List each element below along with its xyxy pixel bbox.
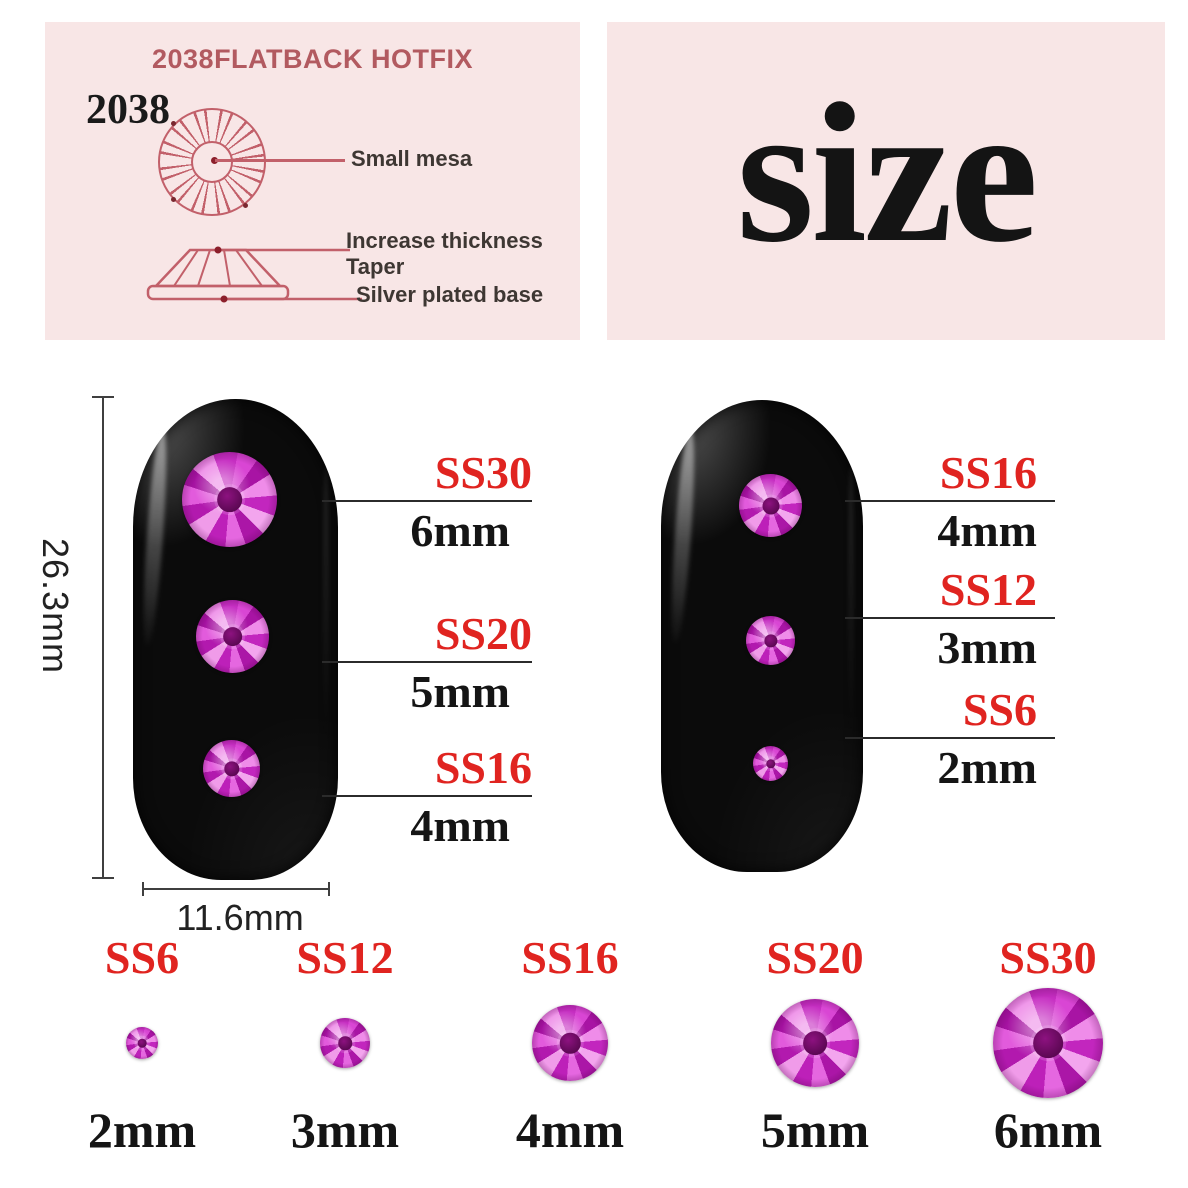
rhinestone-ss6	[126, 1027, 158, 1059]
stone-wrap	[759, 987, 871, 1099]
size-item-ss12: SS12 3mm	[260, 932, 430, 1158]
callout-line	[322, 795, 532, 797]
ss-code-label: SS20	[766, 932, 864, 983]
size-title: size	[736, 63, 1039, 284]
nail-width-label: 11.6mm	[176, 897, 304, 938]
small-mesa-label: Small mesa	[351, 146, 473, 171]
stone-wrap	[86, 987, 198, 1099]
ss-code-label: SS6	[104, 932, 180, 983]
mm-size-label: 3mm	[937, 622, 1037, 673]
rhinestone-ss30	[182, 452, 277, 547]
callout-line	[845, 617, 1055, 619]
base-point-dot	[220, 295, 228, 303]
size-item-ss20: SS20 5mm	[730, 932, 900, 1158]
rim-dot	[171, 121, 176, 126]
width-dimension-line	[143, 888, 330, 890]
height-dimension-line	[102, 397, 104, 879]
model-number: 2038	[86, 87, 170, 133]
taper-outline	[153, 248, 283, 288]
size-item-ss16: SS16 4mm	[485, 932, 655, 1158]
size-item-ss30: SS30 6mm	[963, 935, 1133, 1155]
rim-dot	[171, 197, 176, 202]
callout-line	[322, 500, 532, 502]
dimension-cap	[92, 877, 114, 879]
nail-left	[133, 399, 338, 880]
taper-label: Taper	[346, 254, 405, 279]
dimension-cap	[92, 396, 114, 398]
rim-dot	[243, 203, 248, 208]
stone-wrap	[289, 987, 401, 1099]
rhinestone-ss20	[771, 999, 859, 1087]
ss-code-label: SS12	[939, 564, 1037, 615]
rhinestone-side-view-diagram	[146, 246, 362, 303]
mm-size-label: 2mm	[87, 1102, 197, 1158]
base-outline	[146, 284, 290, 301]
dimension-cap	[328, 882, 330, 896]
mm-size-label: 6mm	[410, 505, 510, 556]
mm-size-label: 5mm	[760, 1102, 870, 1158]
callout-line	[845, 500, 1055, 502]
flatback-diagram-panel	[45, 22, 580, 340]
rhinestone-ss20	[196, 600, 269, 673]
ss-code-label: SS16	[939, 447, 1037, 498]
dimension-cap	[142, 882, 144, 896]
stone-wrap	[514, 987, 626, 1099]
mm-size-label: 6mm	[993, 1102, 1103, 1158]
callout-line	[322, 661, 532, 663]
rhinestone-ss16	[203, 740, 260, 797]
mm-size-label: 4mm	[515, 1102, 625, 1158]
size-item-ss6: SS6 2mm	[57, 932, 227, 1158]
rhinestone-ss12	[746, 616, 795, 665]
mm-size-label: 4mm	[410, 800, 510, 851]
nail-height-label: 26.3mm	[35, 538, 76, 675]
mm-size-label: 2mm	[937, 742, 1037, 793]
mm-size-label: 4mm	[937, 505, 1037, 556]
silver-plated-base-label: Silver plated base	[356, 282, 544, 307]
ss-code-label: SS6	[962, 684, 1037, 735]
diagram-header: 2038FLATBACK HOTFIX	[152, 44, 474, 74]
ss-code-label: SS20	[434, 608, 532, 659]
rhinestone-ss16	[532, 1005, 608, 1081]
rhinestone-ss6	[753, 746, 788, 781]
thickness-point-dot	[214, 246, 222, 254]
rhinestone-ss30	[993, 988, 1103, 1098]
ss-code-label: SS30	[999, 932, 1097, 983]
stone-wrap	[992, 987, 1104, 1099]
increase-thickness-label: Increase thickness	[346, 228, 543, 253]
callout-line	[845, 737, 1055, 739]
rhinestone-ss16	[739, 474, 802, 537]
mesa-point-dot	[211, 157, 218, 164]
mm-size-label: 5mm	[410, 666, 510, 717]
size-title-panel: size	[607, 22, 1165, 340]
ss-code-label: SS30	[434, 447, 532, 498]
ss-code-label: SS12	[296, 932, 394, 983]
rhinestone-ss12	[320, 1018, 370, 1068]
mm-size-label: 3mm	[290, 1102, 400, 1158]
ss-code-label: SS16	[521, 932, 619, 983]
small-mesa-leader-line	[215, 159, 345, 162]
ss-code-label: SS16	[434, 742, 532, 793]
